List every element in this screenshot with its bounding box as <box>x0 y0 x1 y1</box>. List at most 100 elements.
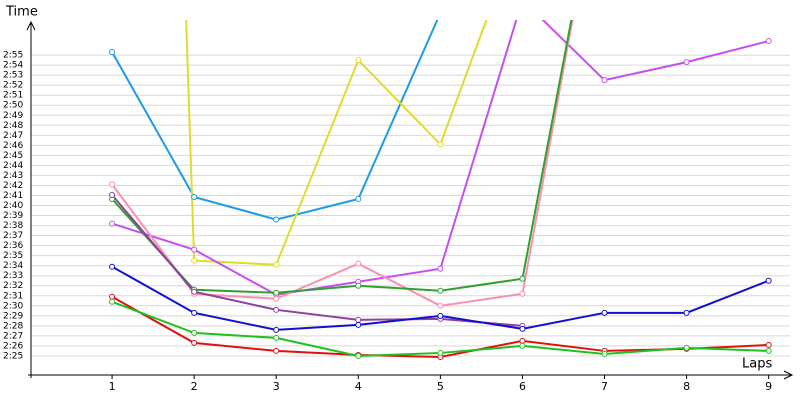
y-tick-label: 2:52 <box>3 81 23 91</box>
y-axis-arrow <box>26 20 36 31</box>
point <box>438 10 443 15</box>
point <box>191 193 198 200</box>
x-axis-arrow <box>783 370 794 380</box>
x-tick-label xt: 3 <box>273 380 280 393</box>
point <box>437 349 444 356</box>
series-line <box>185 20 488 266</box>
point <box>355 260 362 267</box>
y-tick-label: 2:28 <box>3 321 23 331</box>
y-tick-label: 2:33 <box>3 271 23 281</box>
series-line <box>111 194 523 327</box>
point <box>273 261 280 268</box>
y-tick-label: 2:31 <box>3 291 23 301</box>
y-tick-label: 2:54 <box>3 61 23 71</box>
point <box>765 38 772 45</box>
point <box>437 302 444 309</box>
y-tick-label: 2:47 <box>3 131 23 141</box>
x-tick-label xt: 8 <box>683 380 690 393</box>
x-tick-label xt: 9 <box>765 380 772 393</box>
point <box>109 49 116 56</box>
point <box>355 282 362 289</box>
y-tick-label: 2:25 <box>3 351 23 361</box>
point <box>191 257 198 264</box>
point <box>437 312 444 319</box>
y-tick-label: 2:55 <box>3 51 23 61</box>
point <box>191 288 198 295</box>
point <box>437 141 444 148</box>
point <box>191 339 198 346</box>
point <box>191 309 198 316</box>
point <box>191 329 198 336</box>
y-axis-label: Time <box>5 5 38 20</box>
point <box>355 195 362 202</box>
y-tick-label: 2:49 <box>3 111 23 121</box>
y-tick-label: 2:40 <box>3 201 23 211</box>
point <box>519 342 526 349</box>
point <box>109 191 116 198</box>
point <box>601 77 608 84</box>
point <box>273 347 280 354</box>
x-tick-label xt: 6 <box>519 380 526 393</box>
y-tick-label: 2:36 <box>3 241 23 251</box>
point <box>355 57 362 64</box>
y-tick-label: 2:48 <box>3 121 23 131</box>
y-tick-label: 2:42 <box>3 181 23 191</box>
point <box>109 181 116 188</box>
y-tick-label: 2:46 <box>3 141 23 151</box>
point <box>437 287 444 294</box>
x-tick-label xt: 1 <box>109 380 116 393</box>
point <box>273 326 280 333</box>
point <box>109 220 116 227</box>
point <box>765 277 772 284</box>
point <box>683 59 690 66</box>
point <box>273 295 280 302</box>
point <box>601 350 608 357</box>
y-tick-label: 2:45 <box>3 151 23 161</box>
point <box>520 0 525 2</box>
x-tick-label xt: 5 <box>437 380 444 393</box>
y-tick-label: 2:50 <box>3 101 23 111</box>
point <box>273 334 280 341</box>
x-tick-label xt: 7 <box>601 380 608 393</box>
series-line <box>111 20 574 307</box>
y-tick-label: 2:41 <box>3 191 23 201</box>
point <box>437 265 444 272</box>
x-axis-label: Laps <box>742 357 772 372</box>
y-tick-label: 2:44 <box>3 161 23 171</box>
point <box>519 290 526 297</box>
y-tick-label: 2:53 <box>3 71 23 81</box>
y-tick-label: 2:26 <box>3 341 23 351</box>
point <box>273 216 280 223</box>
series-line <box>111 20 439 221</box>
y-tick-label: 2:27 <box>3 331 23 341</box>
y-tick-label: 2:39 <box>3 211 23 221</box>
y-tick-label: 2:34 <box>3 261 23 271</box>
point <box>109 293 116 300</box>
y-tick-label: 2:38 <box>3 221 23 231</box>
series-line <box>111 20 769 296</box>
point <box>273 289 280 296</box>
point <box>109 263 116 270</box>
point <box>355 352 362 359</box>
point <box>683 309 690 316</box>
point <box>355 321 362 328</box>
point <box>601 309 608 316</box>
y-tick-label: 2:30 <box>3 301 23 311</box>
point <box>683 344 690 351</box>
point <box>519 325 526 332</box>
series-line <box>111 300 769 357</box>
point <box>273 306 280 313</box>
point <box>191 246 198 253</box>
point <box>519 275 526 282</box>
y-tick-label: 2:29 <box>3 311 23 321</box>
y-tick-label: 2:35 <box>3 251 23 261</box>
point <box>765 347 772 354</box>
y-tick-label: 2:43 <box>3 171 23 181</box>
y-tick-label: 2:51 <box>3 91 23 101</box>
y-tick-label: 2:37 <box>3 231 23 241</box>
point <box>355 316 362 323</box>
x-tick-label xt: 2 <box>191 380 198 393</box>
point <box>765 341 772 348</box>
y-tick-label: 2:32 <box>3 281 23 291</box>
